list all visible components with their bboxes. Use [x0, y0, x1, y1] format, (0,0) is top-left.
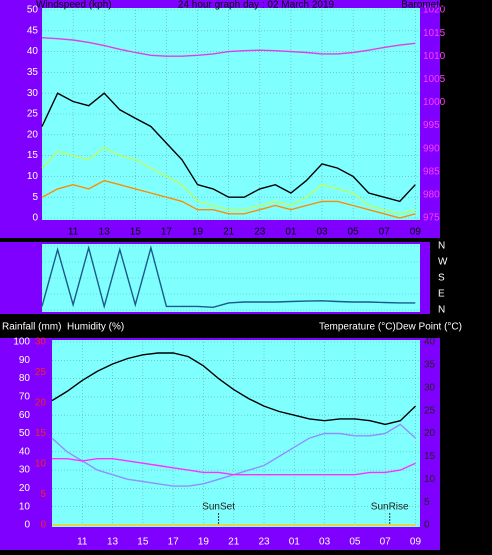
- y-tick-label: 20: [27, 129, 39, 140]
- y3-tick-label: 30: [35, 337, 47, 348]
- x-tick-label: 03: [316, 227, 328, 238]
- y-tick-label: 50: [27, 5, 39, 16]
- y-tick-label: 35: [27, 67, 39, 78]
- x-tick-label: 07: [380, 537, 392, 548]
- y2-tick-label: 15: [424, 451, 436, 462]
- y-axis-title: Windspeed (kph): [36, 0, 112, 11]
- y3-tick-label: 20: [35, 398, 47, 409]
- y2-tick-label: 1005: [423, 74, 446, 85]
- y3-tick-label: 10: [35, 459, 47, 470]
- x-tick-label: 19: [198, 537, 210, 548]
- x-tick-label: 11: [68, 227, 79, 238]
- y2-tick-label: 980: [423, 190, 440, 201]
- y3-tick-label: 15: [35, 428, 47, 439]
- x-tick-label: 11: [77, 537, 88, 548]
- chart-title: 24 hour graph day : 02 March 2019: [178, 0, 335, 11]
- y2-tick-label: 40: [424, 337, 436, 348]
- x-tick-label: 05: [348, 227, 360, 238]
- series-line: [41, 146, 416, 215]
- y2-axis-title: Barometer (hpa): [401, 0, 474, 11]
- y2-tick-label: 10: [424, 474, 436, 485]
- x-tick-label: 15: [137, 537, 149, 548]
- y-tick-label: 5: [32, 192, 38, 203]
- y-tick-label: 0: [32, 213, 38, 224]
- y-tick-label: 30: [19, 465, 31, 476]
- y2-tick-label: 985: [423, 166, 440, 177]
- x-tick-label: 23: [254, 227, 266, 238]
- y-tick-label: 50: [19, 428, 31, 439]
- x-tick-label: 13: [107, 537, 119, 548]
- y-tick-label: S: [438, 273, 445, 284]
- y-tick-label: 70: [19, 392, 31, 403]
- y3-tick-label: 5: [40, 489, 46, 500]
- y-tick-label: 15: [27, 150, 39, 161]
- y-tick-label: N: [438, 241, 445, 252]
- x-tick-label: 19: [192, 227, 204, 238]
- x-tick-label: 21: [223, 227, 235, 238]
- y-tick-label: 90: [19, 355, 31, 366]
- x-tick-label: 01: [285, 227, 297, 238]
- x-tick-label: 01: [289, 537, 301, 548]
- x-tick-label: 23: [258, 537, 270, 548]
- y2-tick-label: 5: [424, 497, 430, 508]
- x-tick-label: 09: [410, 537, 422, 548]
- y2-tick-label: 1000: [423, 97, 446, 108]
- rain-axis-title: Rainfall (mm): [2, 322, 61, 333]
- y-tick-label: 25: [27, 109, 39, 120]
- series-line: [41, 179, 416, 219]
- x-tick-label: 17: [161, 227, 173, 238]
- y3-tick-label: 0: [40, 520, 46, 531]
- y-tick-label: 45: [27, 25, 39, 36]
- x-tick-label: 03: [319, 537, 331, 548]
- y2-tick-label: 1020: [423, 5, 446, 16]
- series-line: [51, 352, 416, 426]
- x-tick-label: 09: [410, 227, 422, 238]
- series-line: [41, 245, 416, 310]
- y2-tick-label: 0: [424, 520, 430, 531]
- y2-tick-label: 990: [423, 143, 440, 154]
- y-tick-label: 30: [27, 88, 39, 99]
- y-tick-label: W: [438, 257, 448, 268]
- y-tick-label: 100: [13, 337, 30, 348]
- series-line: [52, 458, 416, 476]
- y-tick-label: 80: [19, 373, 31, 384]
- y2-tick-label: 25: [424, 405, 436, 416]
- x-tick-label: 13: [99, 227, 111, 238]
- y-tick-label: 0: [24, 520, 30, 531]
- x-tick-label: 07: [379, 227, 391, 238]
- y2-tick-label: 975: [423, 213, 440, 224]
- y-tick-label: E: [438, 289, 445, 300]
- y2-tick-label: 35: [424, 360, 436, 371]
- x-tick-label: 17: [168, 537, 180, 548]
- y-tick-label: 20: [19, 483, 31, 494]
- series-line: [41, 92, 416, 203]
- y2-tick-label: 20: [424, 428, 436, 439]
- y-tick-label: 60: [19, 410, 31, 421]
- x-tick-label: 15: [130, 227, 142, 238]
- y-axis-title: Humidity (%): [67, 322, 124, 333]
- y2-axis-title: Temperature (°C)Dew Point (°C): [319, 322, 462, 333]
- y-tick-label: N: [438, 305, 445, 316]
- y-tick-label: 10: [19, 501, 31, 512]
- y-tick-label: 10: [27, 171, 39, 182]
- y-tick-label: 40: [19, 446, 31, 457]
- x-tick-label: 21: [228, 537, 240, 548]
- annotation-label: SunRise: [371, 502, 409, 513]
- y3-tick-label: 25: [35, 367, 47, 378]
- y2-tick-label: 30: [424, 382, 436, 393]
- y-tick-label: 40: [27, 46, 39, 57]
- annotation-label: SunSet: [202, 502, 235, 513]
- y2-tick-label: 1015: [423, 28, 446, 39]
- y2-tick-label: 1010: [423, 51, 446, 62]
- series-line: [41, 37, 416, 57]
- y2-tick-label: 995: [423, 120, 440, 131]
- x-tick-label: 05: [349, 537, 361, 548]
